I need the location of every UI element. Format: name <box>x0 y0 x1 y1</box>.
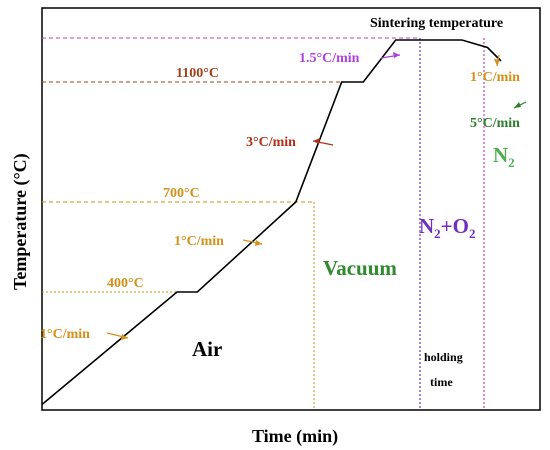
holding-time-line2: time <box>430 375 453 389</box>
n2o2-plus-o: +O <box>441 214 469 238</box>
x-axis-title: Time (min) <box>252 426 338 447</box>
y-axis-title: Temperature (°C) <box>10 153 31 290</box>
n2-sub: 2 <box>508 155 515 170</box>
arrow-2-head <box>255 240 262 246</box>
n2o2-sub2b: 2 <box>469 226 476 241</box>
arrow-3-head <box>313 138 320 144</box>
label-1100: 1100°C <box>176 66 219 81</box>
label-400: 400°C <box>107 276 144 291</box>
holding-time-line1: holding <box>424 350 463 364</box>
arrow-1-head <box>121 334 128 340</box>
arrow-6-head <box>514 102 521 108</box>
n2-n: N <box>493 143 508 167</box>
rate-label-5: 1°C/min <box>470 70 520 85</box>
region-vacuum: Vacuum <box>323 256 397 280</box>
rate-arrows <box>106 52 527 340</box>
rate-label-1: 1°C/min <box>40 327 90 342</box>
region-n2-o2: N2+O2 <box>419 214 475 241</box>
rate-label-3: 3°C/min <box>246 135 296 150</box>
label-700: 700°C <box>163 186 200 201</box>
plot-border <box>41 7 541 411</box>
n2o2-n: N <box>419 214 434 238</box>
temperature-profile-line <box>41 39 502 406</box>
arrow-4-head <box>393 52 400 58</box>
rate-label-6: 5°C/min <box>470 116 520 131</box>
plot-frame <box>41 7 541 411</box>
rate-label-4: 1.5°C/min <box>299 51 360 66</box>
n2o2-sub2: 2 <box>434 226 441 241</box>
region-air: Air <box>192 337 222 361</box>
region-n2: N2 <box>493 143 515 170</box>
rate-label-2: 1°C/min <box>174 234 224 249</box>
arrow-5-head <box>494 59 500 66</box>
label-sintering-temperature: Sintering temperature <box>370 16 503 31</box>
